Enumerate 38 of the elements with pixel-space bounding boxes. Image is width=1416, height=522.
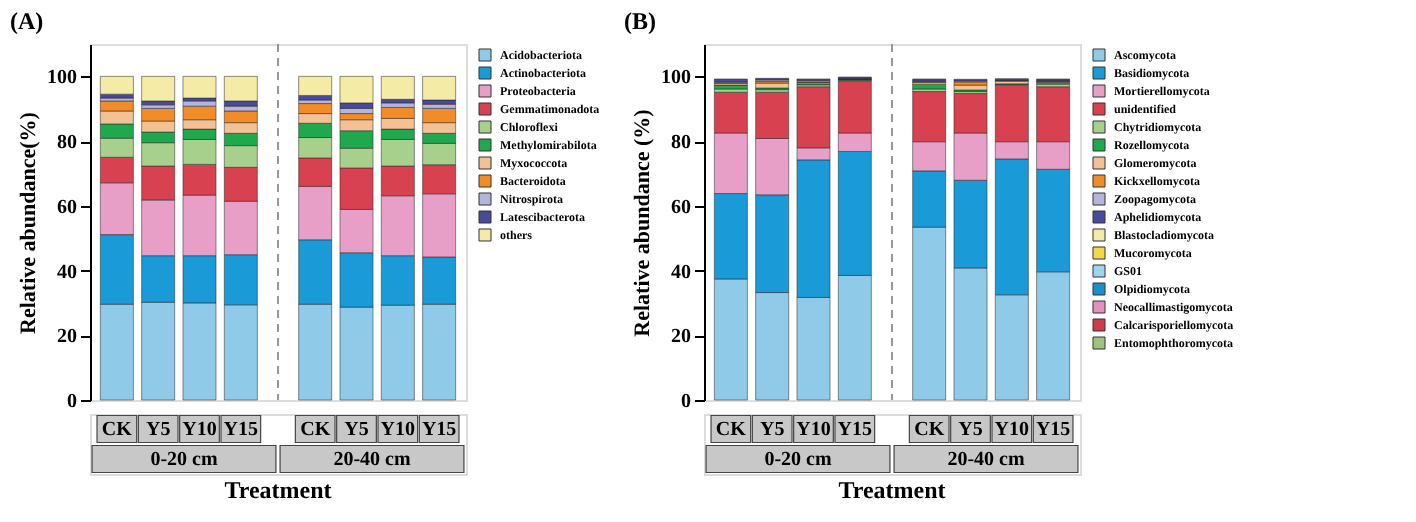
x-tick-label: Y5 <box>958 419 983 441</box>
x-tick-label: CK <box>300 419 331 441</box>
y-tick-label: 0 <box>681 391 691 413</box>
x-tick-label: Y5 <box>759 419 785 441</box>
x-tick-label: Y15 <box>837 419 873 441</box>
x-tick-label: Y10 <box>796 419 831 441</box>
x-axis-title: Treatment <box>838 476 946 504</box>
y-tick-label: 80 <box>57 132 77 155</box>
y-tick-label: 60 <box>671 196 691 219</box>
text: 0-20 cm <box>150 449 219 471</box>
x-tick-label: Y10 <box>182 419 217 441</box>
x-tick-label: Y15 <box>421 419 457 441</box>
y-tick-label: 100 <box>47 67 77 90</box>
y-axis-title: Relative abundance(%) <box>17 111 41 334</box>
x-tick-label: Y5 <box>344 419 369 441</box>
x-tick-label: CK <box>715 419 747 441</box>
y-tick-label: 40 <box>57 261 77 284</box>
y-axis-title: Relative abundance (%) <box>631 108 655 337</box>
y-tick-label: 60 <box>57 196 77 219</box>
x-tick-label: CK <box>914 419 945 441</box>
y-tick-label: 40 <box>671 261 691 284</box>
x-tick-label: Y15 <box>1035 419 1071 441</box>
x-axis-title: Treatment <box>224 476 332 504</box>
x-tick-label: Y10 <box>380 419 416 441</box>
y-tick-label: 20 <box>671 326 691 349</box>
chart-title: (A) <box>10 7 44 35</box>
chart-title: (B) <box>624 7 656 35</box>
text: 0-20 cm <box>764 449 833 471</box>
x-tick-label: CK <box>101 419 133 441</box>
y-tick-label: 20 <box>57 326 77 349</box>
y-tick-label: 100 <box>661 67 691 90</box>
x-tick-label: Y10 <box>994 419 1030 441</box>
y-tick-label: 80 <box>671 132 691 155</box>
x-tick-label: Y5 <box>145 419 171 441</box>
x-tick-label: Y15 <box>223 419 259 441</box>
y-tick-label: 0 <box>67 391 77 413</box>
text: 20-40 cm <box>333 449 412 471</box>
text: 20-40 cm <box>947 449 1026 471</box>
